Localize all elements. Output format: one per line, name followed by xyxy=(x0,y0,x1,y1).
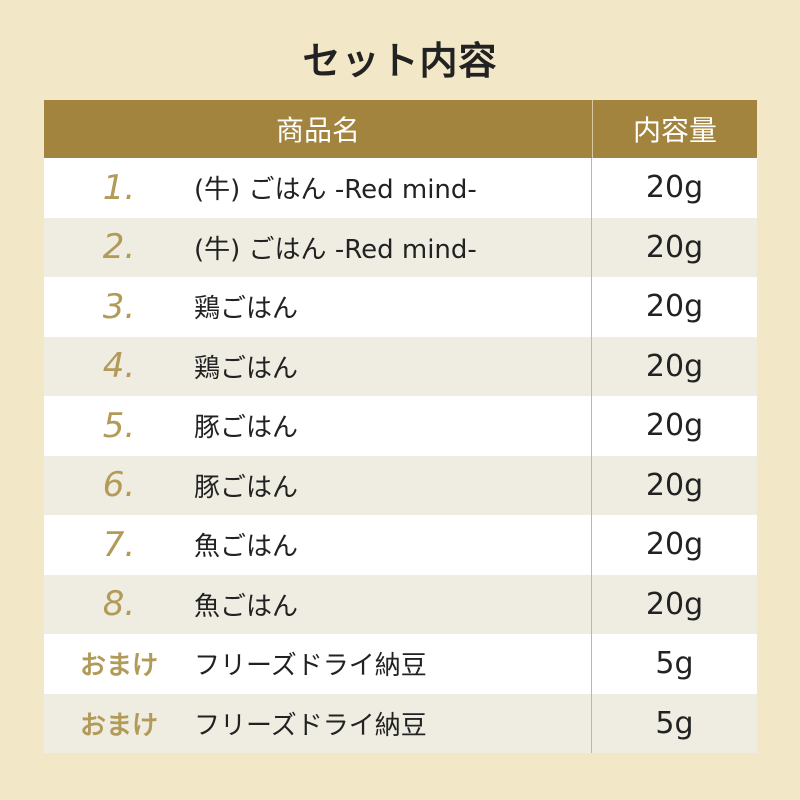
table-row: 8. 魚ごはん 20g xyxy=(44,574,757,634)
page-title: セット内容 xyxy=(302,39,498,83)
table-row: 5. 豚ごはん 20g xyxy=(44,396,757,456)
row-amount: 20g xyxy=(645,289,704,325)
row-number: 5. xyxy=(102,405,136,446)
contents-table: 商品名 内容量 1. (牛) ごはん -Red mind- 20g 2. (牛) … xyxy=(44,100,757,753)
row-number: 2. xyxy=(102,227,136,268)
row-product-name: フリーズドライ納豆 xyxy=(194,693,592,753)
row-amount: 5g xyxy=(655,646,694,682)
row-amount: 20g xyxy=(645,170,704,206)
row-product-name: (牛) ごはん -Red mind- xyxy=(194,217,592,277)
row-number: 3. xyxy=(102,286,136,327)
row-amount: 20g xyxy=(645,527,704,563)
row-number: 1. xyxy=(102,167,136,208)
row-amount: 20g xyxy=(645,408,704,444)
row-product-name: 魚ごはん xyxy=(194,574,592,634)
row-product-name: 豚ごはん xyxy=(194,455,592,515)
row-product-name: フリーズドライ納豆 xyxy=(194,634,592,694)
table-row: 4. 鶏ごはん 20g xyxy=(44,336,757,396)
row-product-name: 豚ごはん xyxy=(194,396,592,456)
row-number: おまけ xyxy=(79,651,158,682)
row-number: 4. xyxy=(102,346,136,387)
row-amount: 20g xyxy=(645,229,704,265)
table-row: おまけ フリーズドライ納豆 5g xyxy=(44,693,757,753)
row-amount: 20g xyxy=(645,586,704,622)
row-product-name: 魚ごはん xyxy=(194,515,592,575)
row-product-name: 鶏ごはん xyxy=(194,336,592,396)
row-number: おまけ xyxy=(79,710,158,741)
row-number: 6. xyxy=(102,465,136,506)
row-product-name: (牛) ごはん -Red mind- xyxy=(194,158,592,218)
header-amount: 内容量 xyxy=(632,114,717,147)
header-product-name: 商品名 xyxy=(44,100,593,158)
table-row: 1. (牛) ごはん -Red mind- 20g xyxy=(44,158,757,218)
table-row: 6. 豚ごはん 20g xyxy=(44,455,757,515)
table-row: 2. (牛) ごはん -Red mind- 20g xyxy=(44,217,757,277)
table-row: 7. 魚ごはん 20g xyxy=(44,515,757,575)
row-amount: 20g xyxy=(645,348,704,384)
table-header: 商品名 内容量 xyxy=(44,100,757,158)
table-row: 3. 鶏ごはん 20g xyxy=(44,277,757,337)
row-number: 7. xyxy=(102,524,136,565)
row-amount: 20g xyxy=(645,467,704,503)
row-amount: 5g xyxy=(655,705,694,741)
row-product-name: 鶏ごはん xyxy=(194,277,592,337)
table-row: おまけ フリーズドライ納豆 5g xyxy=(44,634,757,694)
row-number: 8. xyxy=(102,584,136,625)
